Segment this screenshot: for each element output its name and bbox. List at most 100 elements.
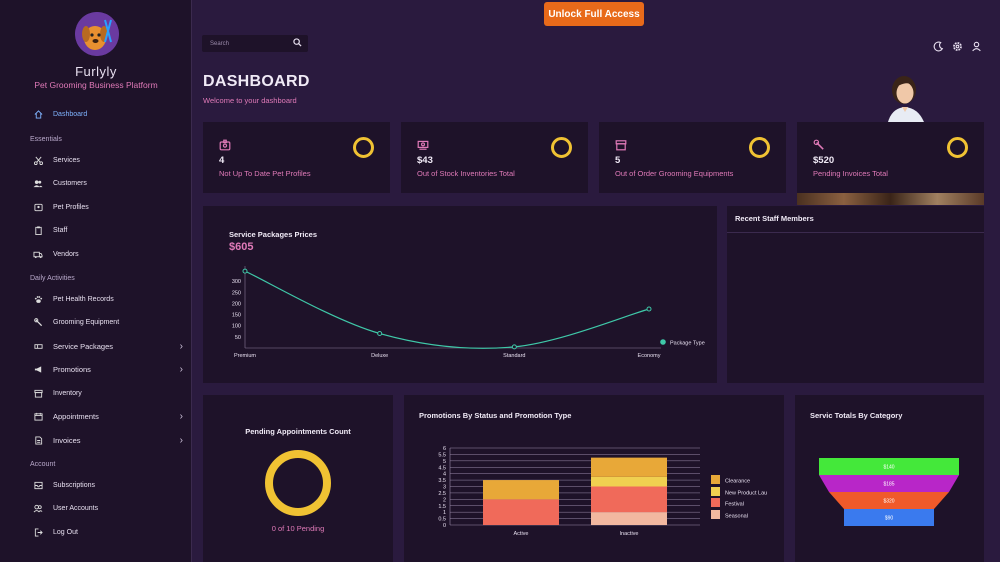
y-tick-label: 200 [232, 301, 241, 307]
legend-label: New Product Lau [725, 491, 767, 497]
bar-segment [591, 512, 667, 525]
data-point [377, 331, 383, 337]
pending-donut [265, 450, 331, 516]
paw-icon [33, 294, 43, 304]
banner-image-strip [797, 193, 984, 205]
stat-progress-ring [353, 137, 374, 158]
sidebar-item-vendors[interactable]: Vendors [33, 246, 183, 262]
y-tick-label: 6 [443, 446, 446, 452]
stat-value: 5 [615, 155, 621, 166]
x-tick-label: Standard [503, 353, 525, 359]
y-tick-label: 4.5 [438, 465, 446, 471]
card-title: Pending Appointments Count [245, 427, 351, 436]
sidebar-item-appointments[interactable]: Appointments › [33, 408, 183, 424]
chart-headline-value: $605 [229, 241, 254, 253]
sidebar-item-promotions[interactable]: Promotions › [33, 361, 183, 377]
sidebar-item-inventory[interactable]: Inventory [33, 385, 183, 401]
service-totals-card: Servic Totals By Category $140 $185 $320 $9… [795, 395, 984, 562]
sidebar-item-user-accounts[interactable]: User Accounts [33, 500, 183, 516]
section-essentials: Essentials [30, 136, 62, 143]
sidebar-item-staff[interactable]: Staff [33, 222, 183, 238]
sidebar-item-log-out[interactable]: Log Out [33, 524, 183, 540]
stat-value: $520 [813, 155, 835, 166]
y-tick-label: 100 [232, 324, 241, 330]
chevron-right-icon: › [179, 410, 183, 422]
ticket-icon [33, 341, 43, 351]
stat-card-pet-profiles[interactable]: 4 Not Up To Date Pet Profiles [203, 122, 390, 193]
x-tick-label: Economy [638, 353, 661, 359]
y-tick-label: 5.5 [438, 452, 446, 458]
recent-staff-card: Recent Staff Members [727, 206, 984, 383]
sidebar-item-pet-health[interactable]: Pet Health Records [33, 291, 183, 307]
stat-card-inventories[interactable]: $43 Out of Stock Inventories Total [401, 122, 588, 193]
sidebar-item-subscriptions[interactable]: Subscriptions [33, 477, 183, 493]
promotions-card: Promotions By Status and Promotion Type … [404, 395, 784, 562]
y-tick-label: 3 [443, 485, 446, 491]
bar-segment [591, 457, 667, 477]
unlock-full-access-button[interactable]: Unlock Full Access [544, 2, 644, 26]
data-point [242, 268, 248, 274]
service-totals-funnel-chart: $140 $185 $320 $90 [819, 458, 959, 526]
sidebar-item-label: Staff [53, 226, 68, 234]
y-tick-label: 0.5 [438, 517, 446, 523]
legend-swatch [711, 487, 720, 496]
stat-progress-ring [749, 137, 770, 158]
y-tick-label: 150 [232, 313, 241, 319]
sidebar-item-label: Grooming Equipment [53, 318, 120, 326]
pending-count-text: 0 of 10 Pending [271, 524, 325, 533]
x-tick-label: Active [514, 531, 529, 537]
sidebar-item-invoices[interactable]: Invoices › [33, 432, 183, 448]
promotions-stacked-bar-chart: 65.554.543.532.521.510.50 Active Inactive C… [438, 446, 767, 537]
card-title: Servic Totals By Category [810, 411, 903, 420]
sidebar-item-label: Dashboard [53, 110, 88, 118]
brand-name: Furlyly [75, 64, 117, 79]
moon-icon[interactable] [933, 39, 944, 52]
sidebar-item-grooming-equipment[interactable]: Grooming Equipment [33, 314, 183, 330]
y-tick-label: 4 [443, 472, 446, 478]
stat-label: Not Up To Date Pet Profiles [219, 169, 311, 178]
search-icon[interactable] [293, 38, 302, 49]
staff-photo [874, 72, 936, 122]
sidebar-item-label: Subscriptions [53, 481, 96, 489]
id-card-icon [219, 138, 231, 151]
funnel-label: $90 [885, 516, 894, 522]
stat-card-invoices[interactable]: $520 Pending Invoices Total [797, 122, 984, 193]
y-tick-label: 0 [443, 523, 446, 529]
user-icon[interactable] [971, 39, 982, 52]
sidebar-item-customers[interactable]: Customers [33, 175, 183, 191]
funnel-label: $140 [883, 465, 894, 471]
page-title: DASHBOARD [203, 73, 310, 90]
archive-icon [33, 388, 43, 398]
brand-logo [75, 12, 119, 56]
sidebar-item-services[interactable]: Services [33, 152, 183, 168]
sidebar-item-label: Pet Profiles [53, 203, 89, 211]
sidebar-item-pet-profiles[interactable]: Pet Profiles [33, 199, 183, 215]
y-tick-label: 2.5 [438, 491, 446, 497]
legend-swatch [711, 475, 720, 484]
sidebar-item-label: Service Packages [53, 341, 114, 351]
y-tick-label: 250 [232, 290, 241, 296]
bar-segment [591, 486, 667, 513]
sidebar-item-service-packages[interactable]: Service Packages › [33, 338, 183, 354]
clipboard-icon [33, 225, 43, 235]
y-tick-label: 1 [443, 510, 446, 516]
sidebar-item-label: Inventory [53, 389, 82, 397]
legend-label: Seasonal [725, 514, 748, 520]
x-tick-label: Inactive [620, 531, 639, 537]
legend-label: Clearance [725, 479, 750, 485]
stat-card-equipments[interactable]: 5 Out of Order Grooming Equipments [599, 122, 786, 193]
gear-icon[interactable] [952, 39, 963, 51]
inbox-icon [33, 480, 43, 490]
funnel-label: $320 [883, 499, 894, 505]
money-icon [417, 138, 429, 150]
sidebar-item-dashboard[interactable]: Dashboard [33, 106, 183, 122]
home-icon [33, 109, 43, 119]
page-subtitle: Welcome to your dashboard [203, 96, 297, 105]
stat-progress-ring [947, 137, 968, 158]
search-input[interactable]: Search [202, 35, 308, 52]
sidebar-item-label: Invoices [53, 435, 81, 445]
legend-marker [660, 339, 666, 345]
section-daily-activities: Daily Activities [30, 275, 75, 282]
bar-segment [591, 476, 667, 487]
y-tick-label: 2 [443, 497, 446, 503]
